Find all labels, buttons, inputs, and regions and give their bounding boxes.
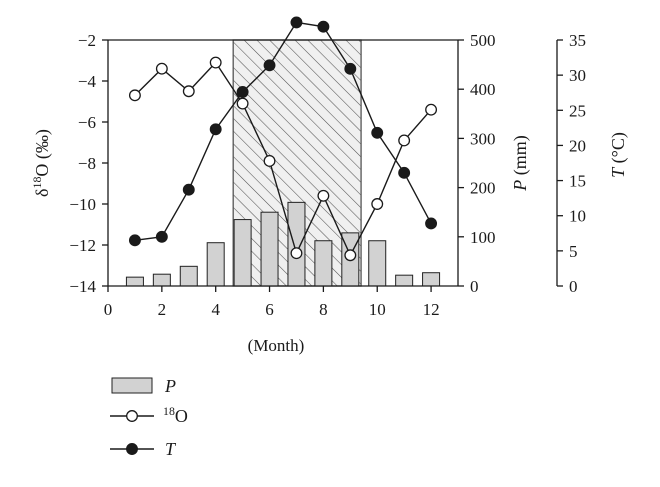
x-tick-label: 6 bbox=[265, 300, 274, 319]
t-tick-label: 15 bbox=[569, 172, 586, 191]
t-tick-label: 35 bbox=[569, 31, 586, 50]
point-t-month-3 bbox=[182, 183, 195, 196]
left-tick-label: −12 bbox=[69, 236, 96, 255]
point-o18-month-11 bbox=[398, 134, 411, 147]
p-tick-label: 400 bbox=[470, 80, 496, 99]
left-tick-label: −8 bbox=[78, 154, 96, 173]
t-axis-title: T (°C) bbox=[608, 132, 629, 178]
point-o18-month-5 bbox=[236, 97, 249, 110]
point-t-month-2 bbox=[155, 230, 168, 243]
bar-p-month-10 bbox=[368, 240, 387, 287]
point-o18-month-9 bbox=[344, 249, 357, 262]
x-tick-label: 10 bbox=[369, 300, 386, 319]
left-axis-title: δ18O (‰) bbox=[30, 129, 53, 197]
legend-o18-label: 18O bbox=[163, 404, 188, 426]
p-axis-title: P (mm) bbox=[510, 135, 531, 192]
point-t-month-6 bbox=[263, 59, 276, 72]
t-tick-label: 20 bbox=[569, 136, 586, 155]
t-tick-label: 10 bbox=[569, 207, 586, 226]
point-o18-month-4 bbox=[209, 56, 222, 69]
bar-p-month-12 bbox=[422, 272, 441, 287]
point-o18-month-8 bbox=[317, 189, 330, 202]
point-t-month-9 bbox=[344, 62, 357, 75]
point-t-month-4 bbox=[209, 123, 222, 136]
bar-p-month-4 bbox=[206, 242, 225, 287]
t-tick-label: 25 bbox=[569, 101, 586, 120]
x-axis-title: (Month) bbox=[248, 336, 305, 355]
point-t-month-5 bbox=[236, 86, 249, 98]
point-o18-month-12 bbox=[425, 103, 438, 116]
left-tick-label: −14 bbox=[69, 277, 96, 296]
p-tick-label: 300 bbox=[470, 129, 496, 148]
bar-p-month-5 bbox=[233, 219, 252, 287]
point-t-month-10 bbox=[371, 126, 384, 139]
bar-p-month-6 bbox=[260, 211, 279, 287]
left-tick-label: −6 bbox=[78, 113, 96, 132]
x-tick-label: 2 bbox=[158, 300, 167, 319]
x-tick-label: 0 bbox=[104, 300, 113, 319]
left-tick-label: −4 bbox=[78, 72, 97, 91]
t-tick-label: 30 bbox=[569, 66, 586, 85]
p-tick-label: 200 bbox=[470, 179, 496, 198]
bar-p-month-2 bbox=[152, 273, 171, 287]
point-o18-month-3 bbox=[182, 85, 195, 98]
t-tick-label: 0 bbox=[569, 277, 578, 296]
p-tick-label: 100 bbox=[470, 228, 496, 247]
point-o18-month-1 bbox=[128, 89, 141, 102]
point-t-month-12 bbox=[425, 217, 438, 230]
legend-p-marker bbox=[111, 377, 153, 394]
point-o18-month-6 bbox=[263, 154, 276, 167]
x-tick-label: 12 bbox=[423, 300, 440, 319]
p-tick-label: 500 bbox=[470, 31, 496, 50]
point-o18-month-7 bbox=[290, 247, 303, 260]
legend-p-label: P bbox=[164, 376, 176, 396]
p-tick-label: 0 bbox=[470, 277, 479, 296]
x-tick-label: 4 bbox=[211, 300, 220, 319]
t-tick-label: 5 bbox=[569, 242, 578, 261]
point-t-month-11 bbox=[398, 166, 411, 179]
point-o18-month-10 bbox=[371, 198, 384, 210]
point-t-month-8 bbox=[317, 20, 330, 33]
left-tick-label: −2 bbox=[78, 31, 96, 50]
bar-p-month-3 bbox=[179, 265, 198, 287]
point-t-month-7 bbox=[290, 16, 303, 29]
point-t-month-1 bbox=[128, 234, 141, 247]
point-o18-month-2 bbox=[155, 62, 168, 75]
bar-p-month-11 bbox=[395, 274, 414, 287]
left-tick-label: −10 bbox=[69, 195, 96, 214]
legend-t-label: T bbox=[165, 439, 177, 459]
legend-t-marker bbox=[126, 443, 138, 455]
bar-p-month-7 bbox=[287, 201, 306, 287]
legend-o18-marker bbox=[126, 410, 138, 422]
bar-p-month-8 bbox=[314, 240, 333, 287]
bar-p-month-1 bbox=[125, 276, 144, 287]
line-t bbox=[134, 21, 432, 242]
x-tick-label: 8 bbox=[319, 300, 328, 319]
